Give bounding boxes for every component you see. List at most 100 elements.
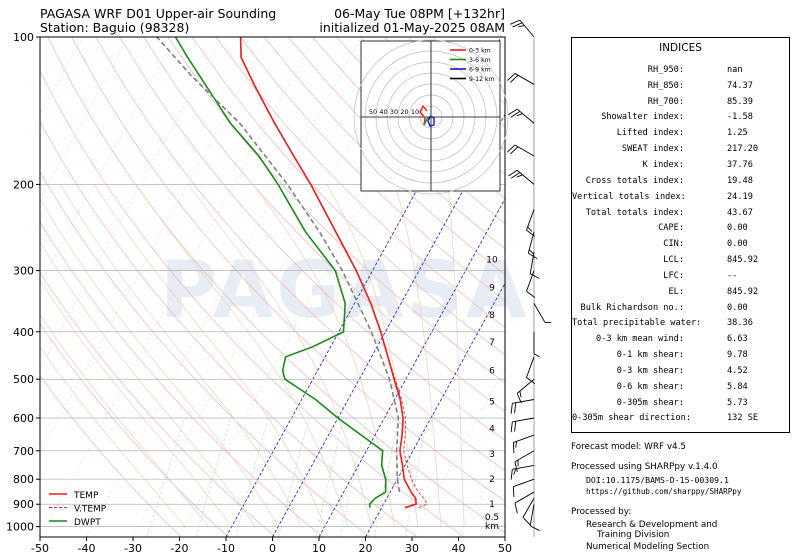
org-line-3: Numerical Modeling Section [586,542,710,552]
hodograph-trace-0-3km [419,104,428,126]
wind-barb [514,491,535,514]
index-value: -1.58 [727,112,753,123]
index-value: 37.76 [727,159,753,170]
wind-barb-flag [514,421,517,432]
y-tick-label: 600 [13,412,34,425]
doi-text: DOI:10.1175/BAMS-D-15-00309.1 [586,475,729,485]
wind-barb [529,504,540,531]
index-value: 38.36 [727,318,753,329]
org-line-2: Training Division [597,530,670,540]
wind-barb-flag [528,249,535,255]
plot-area [0,37,505,537]
index-value: 6.63 [727,334,748,345]
height-label: 4 [489,424,495,434]
sharppy-url: https://github.com/sharppy/SHARPpy [586,487,742,496]
height-label: 6 [489,367,495,377]
wind-barb-staff [512,399,535,404]
dry-adiabat [143,37,505,412]
wind-barb-staff [529,504,535,526]
index-row: Showalter index: -1.58 [572,110,789,126]
series-line-parcel [156,37,401,493]
wind-barb [529,252,540,279]
x-tick-label: 10 [312,542,326,555]
height-label: 5 [489,397,495,407]
wind-barb [510,19,535,38]
height-label: 8 [489,311,495,321]
wind-barb-flag [507,144,516,153]
hodograph-ring-label: 40 [379,108,387,116]
x-tick-label: 20 [359,542,373,555]
wind-barb-flag [528,252,538,259]
wind-barb-staff [512,417,535,423]
index-value: 845.92 [727,286,759,297]
wind-barb-flag [508,108,518,116]
moist-adiabat [187,184,372,527]
wind-barb-flag [510,421,513,433]
index-value: 845.92 [727,255,759,266]
index-value: 5.84 [727,381,748,392]
wind-barb-staff [526,270,535,292]
wind-barb-flag [516,174,523,178]
y-tick-label: 200 [13,178,34,191]
series-line-dwpt [174,37,387,508]
index-label: CIN: [663,239,684,250]
mixing-ratio-line [374,417,400,537]
index-value: 85.39 [727,96,753,107]
index-label: 0-1 km shear: [616,350,684,361]
height-label: 10 [486,256,498,266]
dry-adiabat [239,37,505,302]
index-label: Lifted index: [616,128,684,139]
wind-barb-staff [514,73,535,85]
index-row: 0-3 km shear: 4.52 [572,363,789,379]
processed-by: Processed by: [571,507,632,517]
index-value: 4.52 [727,365,748,376]
wind-barb [526,270,536,298]
height-unit-label: km [485,522,499,532]
isotherm-line [458,451,505,537]
model-label: Forecast model: WRF v4.5 [571,442,687,452]
wind-barb-flag [510,403,513,414]
wind-barb-staff [527,231,535,254]
moist-adiabat [40,241,256,527]
wind-barb [508,108,535,124]
wind-barb-staff [522,498,535,518]
index-row: 0-305m shear: 5.73 [572,395,789,411]
wind-barb-flag [529,525,540,531]
wind-barb-flag [526,290,536,298]
dry-adiabat [40,375,182,537]
isotherm-highlight [318,197,505,537]
index-row: RH_700: 85.39 [572,94,789,110]
index-label: RH_950: [647,64,684,75]
index-label: Bulk Richardson no.: [580,302,684,313]
index-value: 19.48 [727,175,753,186]
y-tick-label: 100 [13,31,34,44]
wind-barb-flag [522,516,531,526]
index-value: 5.73 [727,397,748,408]
wind-barb-flag [510,19,521,25]
index-label: Cross totals index: [585,175,684,186]
isotherm-line [40,37,316,537]
dry-adiabat [40,170,371,537]
wind-barb-staff [513,478,535,488]
moist-adiabat [135,184,349,527]
isotherm-line [0,37,36,537]
height-label: 3 [489,450,495,460]
wind-barb [512,434,535,453]
index-value: 24.19 [727,191,753,202]
index-row: Cross totals index: 19.48 [572,173,789,189]
index-row: Vertical totals index: 24.19 [572,189,789,205]
dry-adiabat [119,37,505,441]
index-row: SWEAT index: 217.20 [572,141,789,157]
index-value: nan [727,64,743,75]
index-label: Vertical totals index: [572,191,686,202]
dry-adiabat [40,272,276,537]
index-label: Showalter index: [601,112,684,123]
hodograph-legend-label: 3-6 km [469,57,491,64]
index-row: 0-6 km shear: 5.84 [572,379,789,395]
wind-barb-flag [512,22,523,28]
x-tick-label: 50 [498,542,512,555]
index-row: RH_850: 74.37 [572,78,789,94]
index-value: 74.37 [727,80,753,91]
index-row: LCL: 845.92 [572,252,789,268]
isotherm-line [411,367,505,537]
